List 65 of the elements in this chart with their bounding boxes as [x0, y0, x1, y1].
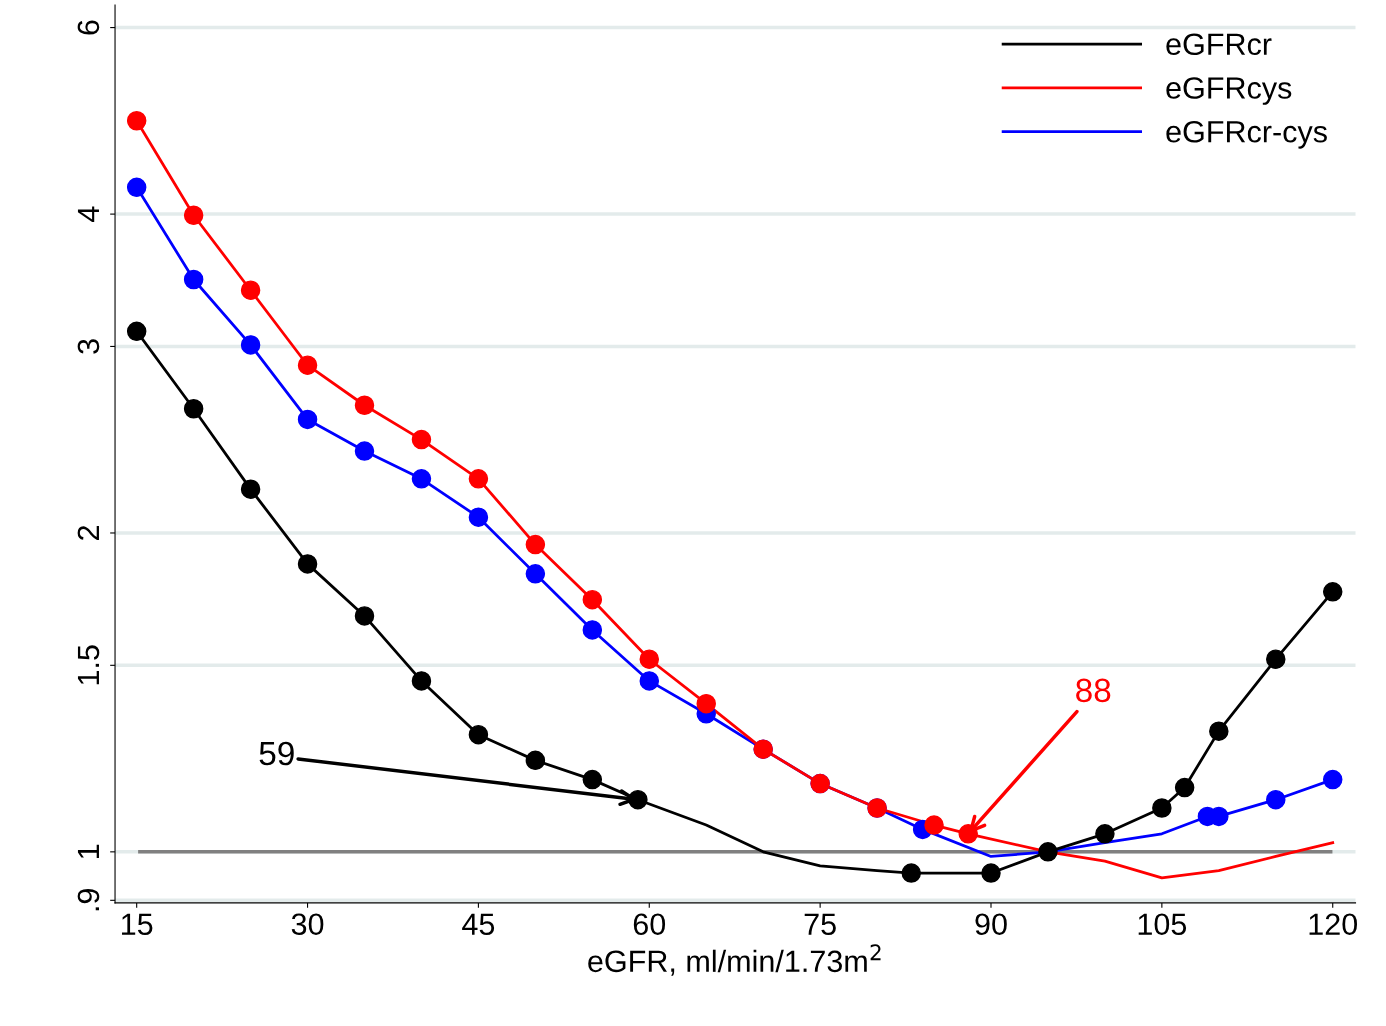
point — [582, 620, 603, 640]
point — [1038, 842, 1058, 862]
point — [1322, 769, 1343, 790]
legend-label: eGFRcr-cys — [1166, 120, 1327, 149]
point — [297, 355, 318, 375]
point — [1322, 582, 1343, 602]
x-tick-label: 120 — [1309, 913, 1358, 936]
point — [468, 469, 489, 489]
point — [183, 399, 204, 419]
point — [1209, 721, 1229, 741]
point — [354, 395, 375, 416]
point — [901, 863, 922, 883]
point — [525, 750, 546, 771]
point — [240, 335, 261, 355]
x-tick-label: 45 — [462, 913, 495, 936]
point — [411, 671, 432, 691]
point — [958, 824, 978, 844]
x-tick-label: 15 — [122, 913, 153, 936]
point — [1152, 798, 1172, 818]
point — [1174, 777, 1195, 798]
point — [924, 815, 944, 835]
point — [240, 479, 261, 499]
legend-label: eGFRcr — [1166, 33, 1272, 56]
point — [240, 280, 261, 300]
point — [468, 724, 489, 745]
point — [126, 321, 147, 342]
x-tick-label: 90 — [975, 913, 1007, 936]
point — [639, 671, 660, 691]
point — [628, 789, 648, 810]
y-tick-label: 1 — [77, 844, 99, 859]
point — [696, 693, 716, 714]
y-tick-label: 1.5 — [77, 645, 100, 685]
x-tick-label: 30 — [291, 913, 324, 936]
annotation: 88 — [1076, 678, 1111, 703]
point — [582, 769, 603, 790]
point — [639, 649, 660, 669]
point — [525, 564, 546, 584]
point — [297, 409, 318, 430]
y-tick-label: 6 — [77, 20, 100, 35]
point — [582, 589, 603, 610]
point — [183, 205, 204, 226]
x-tick-label: 105 — [1138, 913, 1187, 936]
y-tick-label: 2 — [77, 526, 99, 540]
point — [354, 606, 375, 626]
y-tick-label: .9 — [77, 889, 100, 911]
point — [1266, 649, 1286, 669]
point — [981, 863, 1001, 883]
x-tick-label: 75 — [804, 913, 836, 936]
point — [411, 429, 432, 450]
y-tick-label: 3 — [77, 339, 100, 354]
point — [126, 177, 147, 198]
point — [468, 507, 489, 527]
point — [183, 269, 204, 290]
point — [126, 110, 147, 131]
point — [297, 554, 318, 574]
point — [525, 534, 546, 555]
annotation: 59 — [259, 741, 294, 766]
x-axis-title: eGFR, ml/min/1.73m$^{2}$ — [588, 944, 881, 976]
point — [1095, 824, 1115, 844]
y-tick-label: 4 — [77, 206, 99, 222]
x-tick-label: 60 — [633, 913, 666, 936]
point — [411, 469, 432, 489]
point — [354, 441, 375, 461]
point — [1266, 789, 1286, 810]
legend-label: eGFRcys — [1166, 77, 1292, 105]
